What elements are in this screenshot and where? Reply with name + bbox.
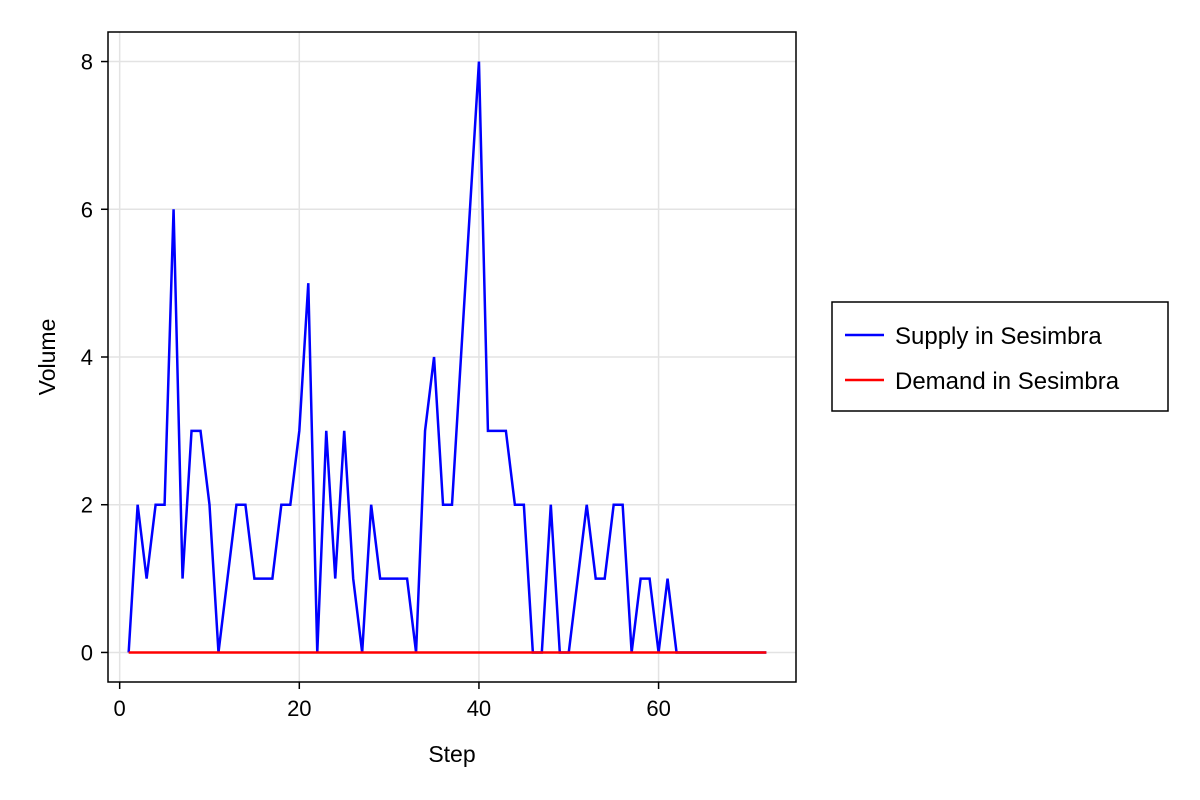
- x-axis-label: Step: [428, 741, 475, 767]
- legend-box: [831, 301, 1169, 412]
- y-tick-label: 8: [81, 50, 93, 75]
- y-tick-label: 6: [81, 197, 93, 222]
- grid-lines: [108, 32, 796, 682]
- x-tick-label: 20: [287, 696, 311, 721]
- y-tick-label: 2: [81, 493, 93, 518]
- y-tick-label: 0: [81, 640, 93, 665]
- legend: Supply in Sesimbra Demand in Sesimbra: [831, 301, 1169, 412]
- legend-label-supply: Supply in Sesimbra: [895, 323, 1102, 350]
- x-axis: 0 20 40 60: [114, 682, 671, 721]
- y-tick-label: 4: [81, 345, 93, 370]
- x-tick-label: 60: [646, 696, 670, 721]
- x-tick-label: 40: [467, 696, 491, 721]
- y-axis: 0 2 4 6 8: [81, 50, 108, 665]
- y-axis-label: Volume: [34, 319, 60, 396]
- legend-label-demand: Demand in Sesimbra: [895, 368, 1120, 395]
- x-tick-label: 0: [114, 696, 126, 721]
- series-layer: [127, 61, 767, 654]
- series-line-supply: [127, 61, 767, 654]
